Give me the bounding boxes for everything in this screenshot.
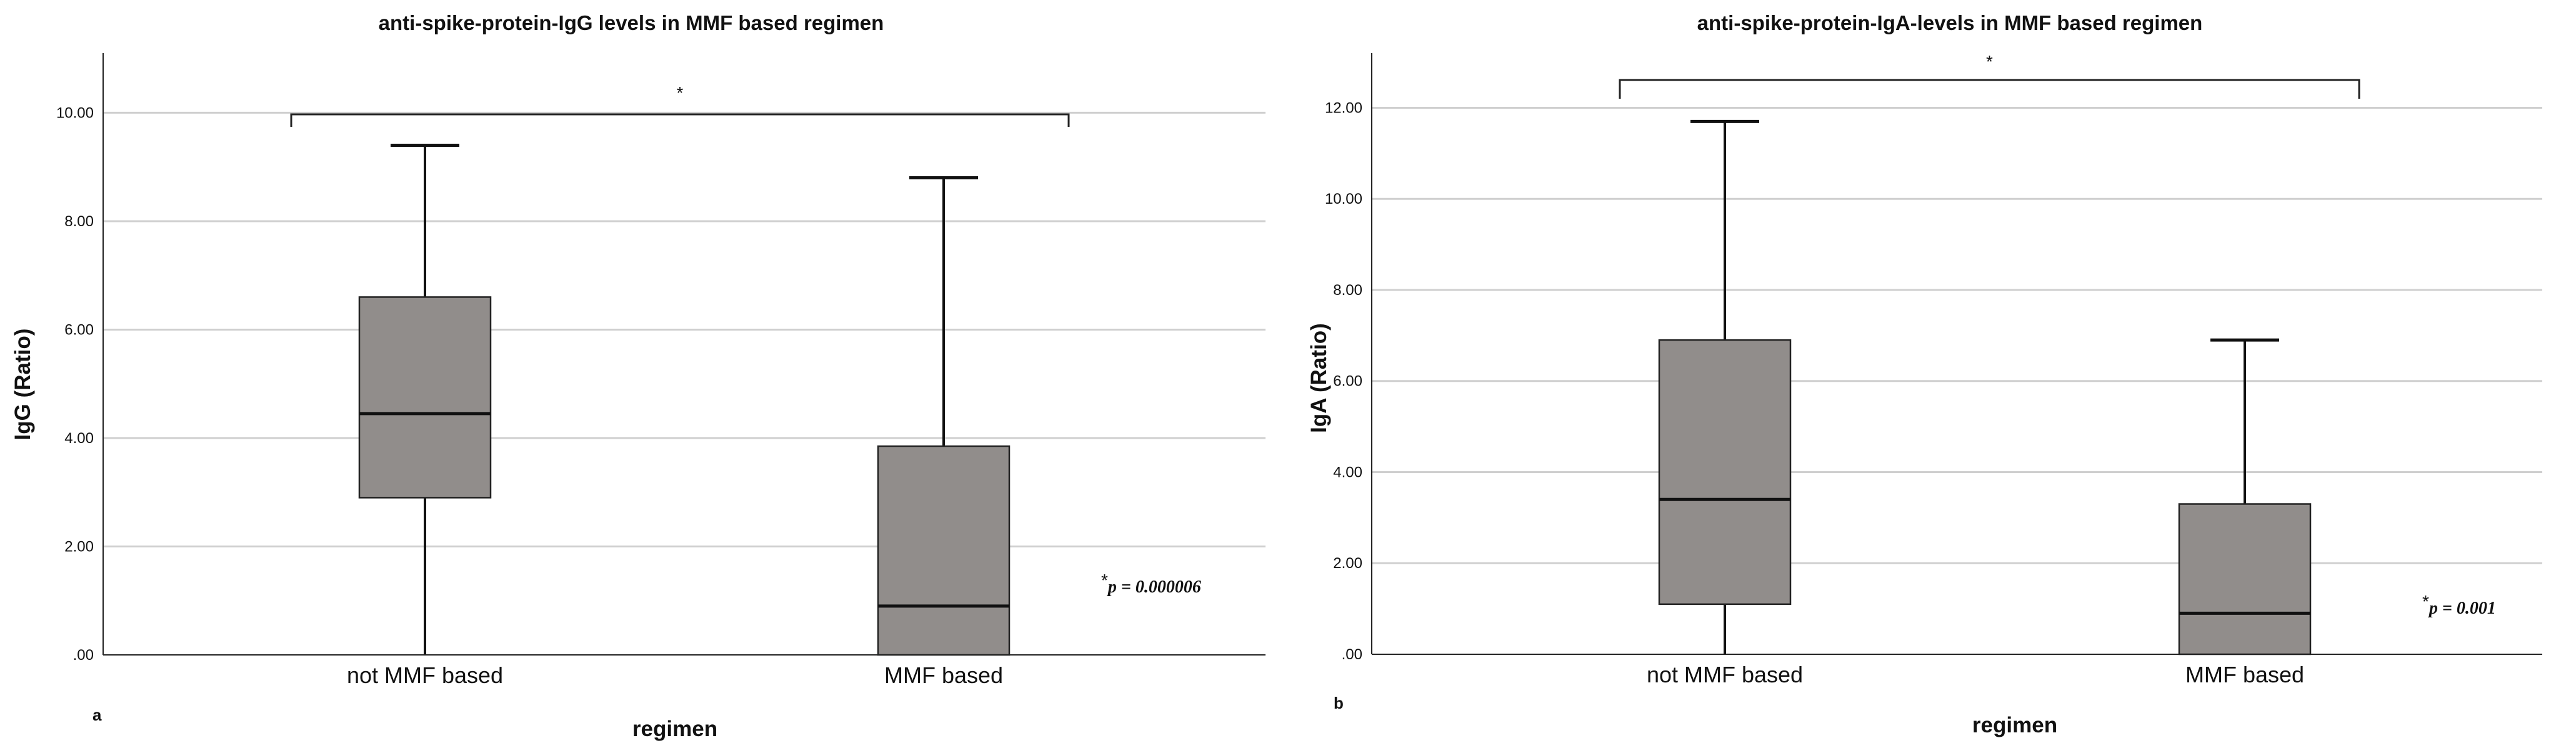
box-iqr	[2178, 503, 2312, 656]
axes	[1371, 53, 2542, 655]
bracket-line	[1619, 79, 2360, 99]
significance-star: *	[677, 83, 684, 102]
y-tick-label: .00	[73, 647, 94, 664]
p-value-label: *p = 0.001	[2422, 592, 2496, 618]
panel-letter: b	[1334, 694, 1344, 712]
boxes	[1658, 119, 2312, 656]
box-mmf	[2178, 338, 2312, 656]
x-axis-label: regimen	[632, 717, 717, 741]
chart-title: anti-spike-protein-IgG levels in MMF bas…	[379, 11, 884, 34]
y-tick-label: 2.00	[1333, 555, 1362, 572]
significance-bracket: *	[1619, 52, 2360, 99]
p-value-text: p = 0.000006	[1107, 577, 1201, 597]
y-tick-label: 4.00	[64, 430, 94, 447]
p-value-star: *	[1101, 571, 1108, 590]
x-categories: not MMF based MMF based	[1647, 662, 2304, 687]
y-tick-label: 12.00	[1325, 99, 1362, 116]
panel-b: anti-spike-protein-IgA-levels in MMF bas…	[1307, 11, 2542, 737]
y-tick-label: 6.00	[64, 321, 94, 338]
p-value-label: *p = 0.000006	[1101, 571, 1201, 597]
chart-title: anti-spike-protein-IgA-levels in MMF bas…	[1697, 11, 2203, 34]
box-iqr	[1658, 339, 1792, 606]
gridlines	[103, 111, 1266, 547]
y-tick-label: 10.00	[56, 104, 94, 121]
boxes	[358, 143, 1011, 656]
significance-star: *	[1986, 52, 1993, 71]
y-tick-label: 8.00	[1333, 282, 1362, 299]
gridlines	[1372, 106, 2542, 564]
y-tick-label: 4.00	[1333, 464, 1362, 481]
y-axis-label: IgG (Ratio)	[11, 329, 35, 441]
axes	[102, 53, 1266, 656]
x-category-label: not MMF based	[347, 662, 503, 688]
p-value-star: *	[2422, 592, 2429, 611]
y-tick-label: 2.00	[64, 538, 94, 555]
box-iqr	[877, 445, 1011, 656]
y-tick-label: 6.00	[1333, 373, 1362, 390]
y-axis-label: IgA (Ratio)	[1307, 323, 1331, 433]
y-tick-label: 10.00	[1325, 191, 1362, 207]
p-value-text: p = 0.001	[2428, 599, 2496, 618]
significance-bracket: *	[290, 83, 1070, 127]
box-not-mmf	[1658, 119, 1792, 654]
y-tick-label: .00	[1342, 646, 1362, 663]
x-axis-label: regimen	[1972, 713, 2057, 737]
panel-letter: a	[92, 706, 102, 724]
x-category-label: not MMF based	[1647, 662, 1803, 687]
y-tick-label: 8.00	[64, 213, 94, 230]
panel-a: anti-spike-protein-IgG levels in MMF bas…	[11, 11, 1266, 741]
bracket-line	[290, 113, 1070, 127]
x-categories: not MMF based MMF based	[347, 662, 1003, 688]
x-category-label: MMF based	[2185, 662, 2304, 687]
box-mmf	[877, 176, 1011, 656]
y-ticks: .00 2.00 4.00 6.00 8.00 10.00 12.00	[1325, 99, 1362, 663]
y-ticks: .00 2.00 4.00 6.00 8.00 10.00	[56, 104, 94, 664]
box-not-mmf	[358, 143, 492, 655]
x-category-label: MMF based	[884, 662, 1003, 688]
box-iqr	[358, 296, 492, 499]
